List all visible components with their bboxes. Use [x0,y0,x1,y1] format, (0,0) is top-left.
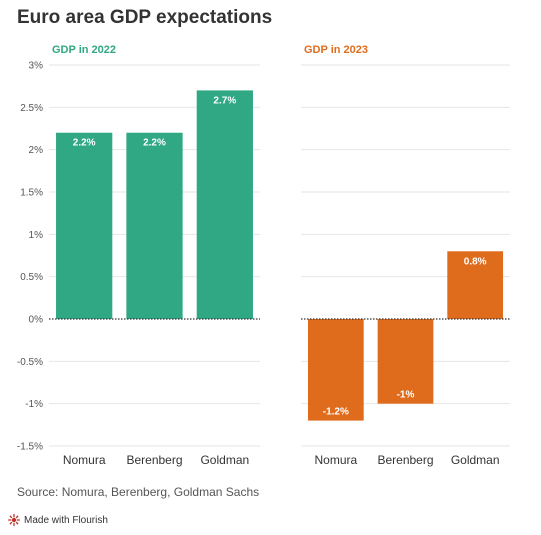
bar-berenberg[interactable] [126,132,183,319]
y-tick-label: 1% [29,230,44,241]
y-tick-label: 1.5% [20,188,43,199]
bar-nomura[interactable] [56,132,113,319]
panel-title-1: GDP in 2023 [304,44,368,56]
y-tick-label: 0% [29,315,44,326]
x-category-label: Nomura [314,453,357,467]
y-tick-label: 0.5% [20,272,43,283]
x-category-label: Berenberg [126,453,182,467]
data-label: 2.2% [143,138,166,149]
panel-gdp-2022: GDP in 2022 3% 2.5% 2% 1.5% 1% 0.5% 0% -0.5% -1% -… [17,44,260,467]
x-category-label: Goldman [451,453,500,467]
x-category-label: Goldman [200,453,249,467]
bar-goldman[interactable] [447,251,504,319]
bar-goldman[interactable] [196,90,253,320]
y-tick-label: -1% [25,399,43,410]
x-category-label: Nomura [63,453,106,467]
bar-berenberg[interactable] [377,319,434,404]
x-category-label: Berenberg [377,453,433,467]
data-label: 0.8% [464,256,487,267]
credit-label: Made with Flourish [24,514,108,526]
y-tick-label: 2% [29,145,44,156]
chart-title: Euro area GDP expectations [17,7,273,28]
source-note: Source: Nomura, Berenberg, Goldman Sachs [17,485,260,499]
data-label: -1.2% [323,407,349,418]
flourish-logo-icon [8,514,20,526]
chart-area: GDP in 2022 3% 2.5% 2% 1.5% 1% 0.5% 0% -0.5% -1% -… [17,44,510,467]
data-label: -1% [397,390,415,401]
y-tick-label: -1.5% [17,442,43,453]
y-tick-label: 2.5% [20,103,43,114]
y-tick-label: -0.5% [17,357,43,368]
panel-gdp-2023: GDP in 2023 -1.2% Nomura -1% Berenberg 0.8% Go… [301,44,510,467]
data-label: 2.2% [73,138,96,149]
panel-title-0: GDP in 2022 [52,44,116,56]
bar-nomura[interactable] [307,319,364,421]
data-label: 2.7% [213,95,236,106]
flourish-credit[interactable]: Made with Flourish [8,514,108,526]
y-tick-label: 3% [29,61,44,72]
